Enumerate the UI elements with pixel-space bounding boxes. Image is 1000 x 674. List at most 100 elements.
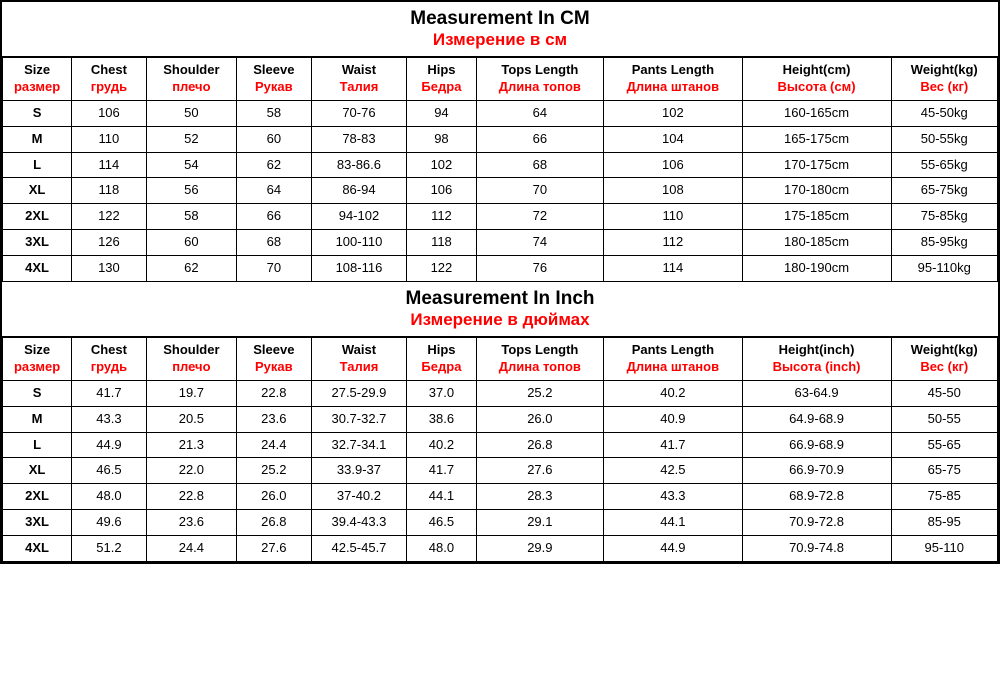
- cell-hips: 106: [407, 178, 476, 204]
- cell-sleeve: 66: [237, 204, 311, 230]
- header-pants: Pants LengthДлина штанов: [604, 58, 742, 101]
- cell-sleeve: 70: [237, 256, 311, 282]
- header-chest: Chestгрудь: [72, 58, 146, 101]
- cell-size: XL: [3, 178, 72, 204]
- header-height: Height(inch)Высота (inch): [742, 338, 891, 381]
- cell-weight: 65-75kg: [891, 178, 997, 204]
- cell-shoulder: 23.6: [146, 510, 236, 536]
- cell-height: 63-64.9: [742, 380, 891, 406]
- cell-weight: 50-55: [891, 406, 997, 432]
- cell-pants: 42.5: [604, 458, 742, 484]
- cell-size: S: [3, 380, 72, 406]
- cell-hips: 122: [407, 256, 476, 282]
- cell-weight: 95-110: [891, 536, 997, 562]
- cell-tops: 27.6: [476, 458, 604, 484]
- cell-pants: 108: [604, 178, 742, 204]
- title-section-cm: Measurement In CM Измерение в см: [2, 2, 998, 57]
- cell-height: 68.9-72.8: [742, 484, 891, 510]
- table-row: L44.921.324.432.7-34.140.226.841.766.9-6…: [3, 432, 998, 458]
- cell-chest: 122: [72, 204, 146, 230]
- cell-weight: 95-110kg: [891, 256, 997, 282]
- cell-sleeve: 64: [237, 178, 311, 204]
- cell-shoulder: 58: [146, 204, 236, 230]
- cell-pants: 44.9: [604, 536, 742, 562]
- cell-size: 4XL: [3, 536, 72, 562]
- cell-waist: 32.7-34.1: [311, 432, 407, 458]
- cell-chest: 118: [72, 178, 146, 204]
- header-weight: Weight(kg)Вес (кг): [891, 58, 997, 101]
- cell-pants: 106: [604, 152, 742, 178]
- cell-pants: 112: [604, 230, 742, 256]
- cell-size: 2XL: [3, 484, 72, 510]
- title-inch-ru: Измерение в дюймах: [2, 310, 998, 330]
- header-waist: WaistТалия: [311, 338, 407, 381]
- header-size: Sizeразмер: [3, 338, 72, 381]
- cell-size: L: [3, 432, 72, 458]
- cell-hips: 41.7: [407, 458, 476, 484]
- tbody-inch: S41.719.722.827.5-29.937.025.240.263-64.…: [3, 380, 998, 561]
- cell-shoulder: 60: [146, 230, 236, 256]
- cell-size: L: [3, 152, 72, 178]
- cell-sleeve: 62: [237, 152, 311, 178]
- table-row: 3XL49.623.626.839.4-43.346.529.144.170.9…: [3, 510, 998, 536]
- cell-tops: 29.1: [476, 510, 604, 536]
- cell-tops: 74: [476, 230, 604, 256]
- cell-weight: 75-85kg: [891, 204, 997, 230]
- table-row: S106505870-769464102160-165cm45-50kg: [3, 100, 998, 126]
- cell-weight: 65-75: [891, 458, 997, 484]
- header-chest: Chestгрудь: [72, 338, 146, 381]
- cell-shoulder: 52: [146, 126, 236, 152]
- table-row: XL118566486-9410670108170-180cm65-75kg: [3, 178, 998, 204]
- cell-height: 70.9-72.8: [742, 510, 891, 536]
- cell-pants: 110: [604, 204, 742, 230]
- cell-waist: 30.7-32.7: [311, 406, 407, 432]
- cell-chest: 46.5: [72, 458, 146, 484]
- tbody-cm: S106505870-769464102160-165cm45-50kgM 110…: [3, 100, 998, 281]
- cell-chest: 130: [72, 256, 146, 282]
- cell-sleeve: 23.6: [237, 406, 311, 432]
- cell-pants: 114: [604, 256, 742, 282]
- cell-waist: 83-86.6: [311, 152, 407, 178]
- cell-tops: 76: [476, 256, 604, 282]
- cell-hips: 112: [407, 204, 476, 230]
- cell-weight: 45-50kg: [891, 100, 997, 126]
- cell-pants: 40.2: [604, 380, 742, 406]
- cell-chest: 49.6: [72, 510, 146, 536]
- cell-shoulder: 56: [146, 178, 236, 204]
- cell-shoulder: 20.5: [146, 406, 236, 432]
- table-row: 2XL48.022.826.037-40.244.128.343.368.9-7…: [3, 484, 998, 510]
- cell-height: 170-175cm: [742, 152, 891, 178]
- cell-chest: 51.2: [72, 536, 146, 562]
- cell-weight: 55-65kg: [891, 152, 997, 178]
- cell-hips: 46.5: [407, 510, 476, 536]
- header-height: Height(cm)Высота (см): [742, 58, 891, 101]
- cell-shoulder: 21.3: [146, 432, 236, 458]
- cell-shoulder: 19.7: [146, 380, 236, 406]
- header-sleeve: SleeveРукав: [237, 58, 311, 101]
- cell-tops: 66: [476, 126, 604, 152]
- size-table-cm: Sizeразмер Chestгрудь Shoulderплечо Slee…: [2, 57, 998, 282]
- cell-shoulder: 22.8: [146, 484, 236, 510]
- table-row: 2XL122586694-10211272110175-185cm75-85kg: [3, 204, 998, 230]
- table-row: 4XL51.224.427.642.5-45.748.029.944.970.9…: [3, 536, 998, 562]
- header-pants: Pants LengthДлина штанов: [604, 338, 742, 381]
- cell-height: 165-175cm: [742, 126, 891, 152]
- table-row: M43.320.523.630.7-32.738.626.040.964.9-6…: [3, 406, 998, 432]
- header-tops: Tops LengthДлина топов: [476, 338, 604, 381]
- cell-sleeve: 24.4: [237, 432, 311, 458]
- cell-sleeve: 68: [237, 230, 311, 256]
- cell-chest: 114: [72, 152, 146, 178]
- size-chart-container: Measurement In CM Измерение в см Sizeраз…: [0, 0, 1000, 564]
- cell-tops: 25.2: [476, 380, 604, 406]
- cell-hips: 94: [407, 100, 476, 126]
- cell-size: 3XL: [3, 510, 72, 536]
- cell-size: M: [3, 126, 72, 152]
- cell-sleeve: 26.0: [237, 484, 311, 510]
- cell-waist: 27.5-29.9: [311, 380, 407, 406]
- cell-hips: 40.2: [407, 432, 476, 458]
- cell-size: XL: [3, 458, 72, 484]
- cell-hips: 98: [407, 126, 476, 152]
- cell-weight: 45-50: [891, 380, 997, 406]
- cell-pants: 44.1: [604, 510, 742, 536]
- cell-height: 70.9-74.8: [742, 536, 891, 562]
